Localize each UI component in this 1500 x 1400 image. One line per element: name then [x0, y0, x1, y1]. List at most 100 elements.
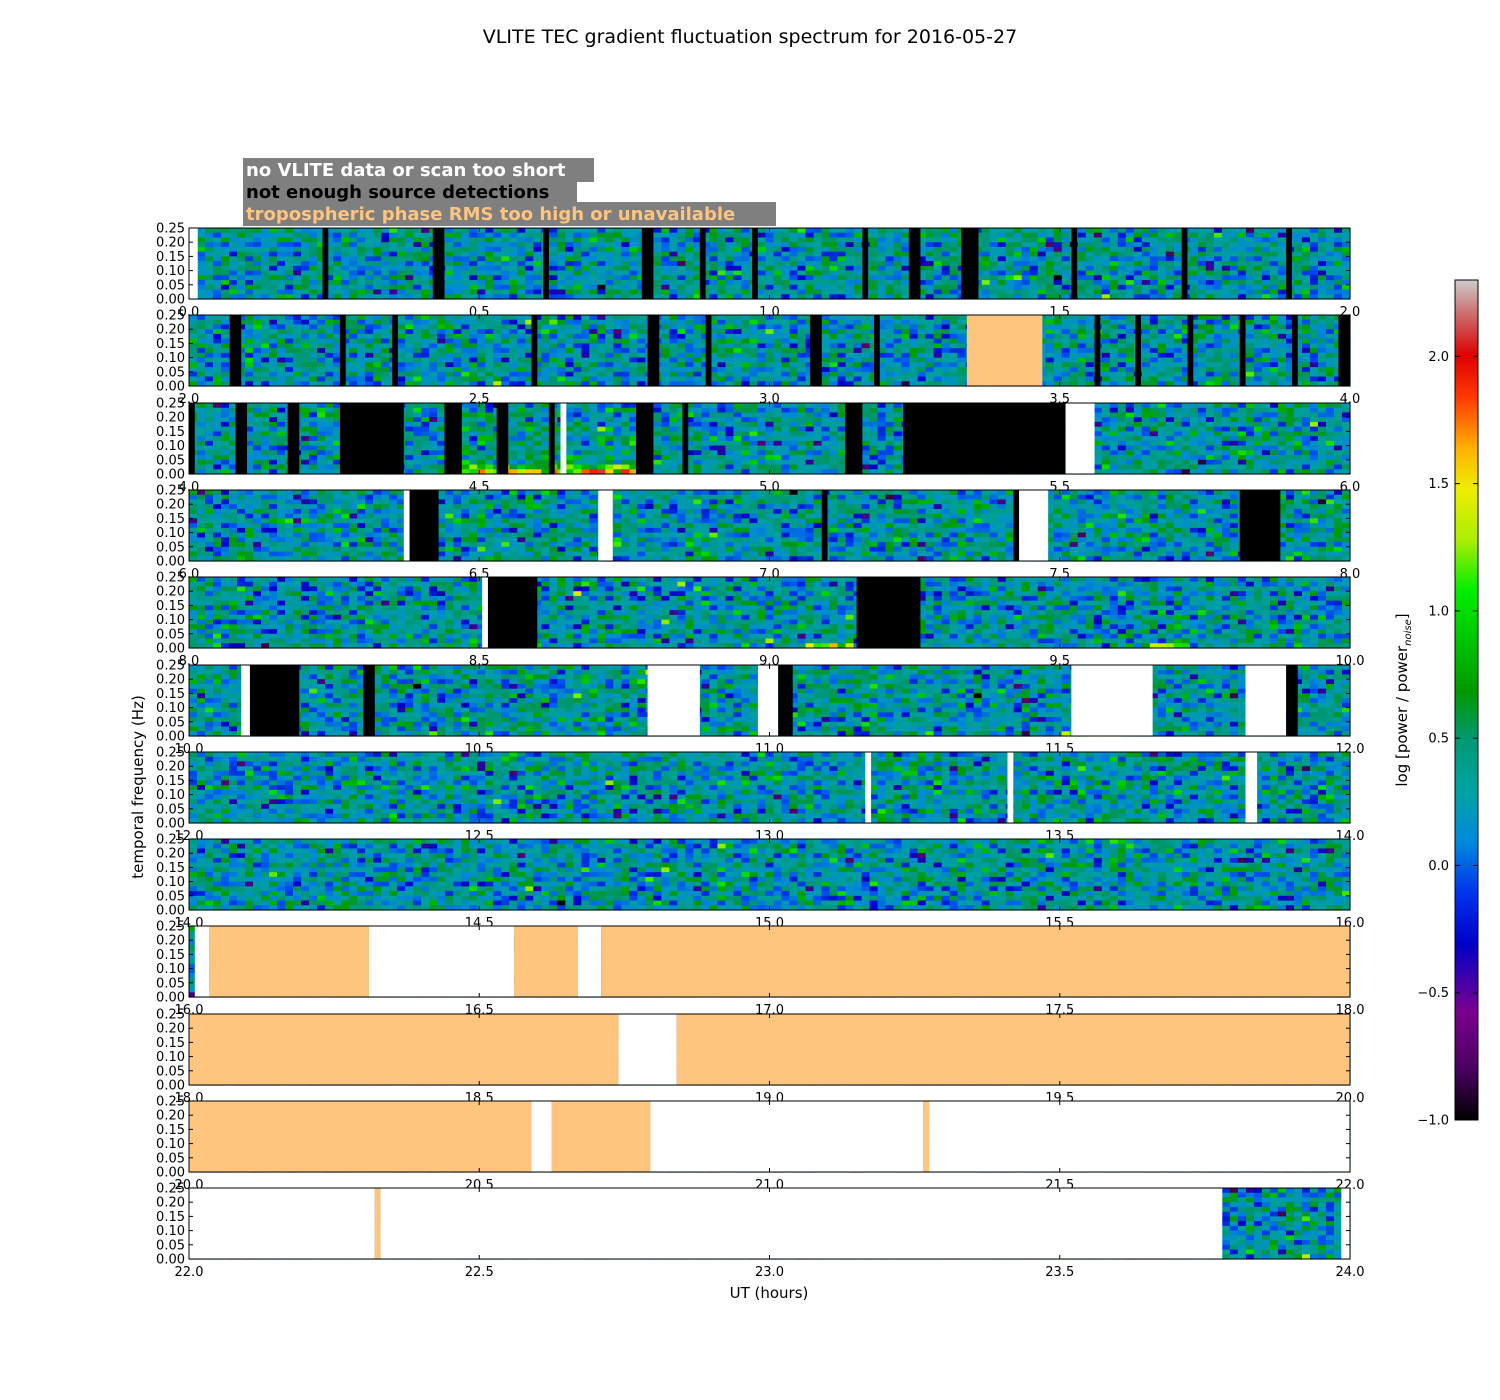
heatmap-cell: [389, 261, 398, 266]
heatmap-cell: [405, 247, 414, 252]
heatmap-cell: [565, 242, 574, 247]
heatmap-cell: [822, 256, 831, 261]
heatmap-cell: [766, 256, 775, 261]
heatmap-cell: [517, 290, 526, 295]
heatmap-cell: [757, 237, 766, 242]
heatmap-cell: [309, 228, 318, 233]
heatmap-cell: [621, 233, 630, 238]
heatmap-cell: [205, 247, 214, 252]
heatmap-cell: [253, 256, 262, 261]
heatmap-cell: [445, 290, 454, 295]
heatmap-cell: [445, 233, 454, 238]
heatmap-cell: [509, 242, 518, 247]
heatmap-cell: [733, 228, 742, 233]
heatmap-cell: [213, 290, 222, 295]
heatmap-cell: [453, 280, 462, 285]
heatmap-cell: [605, 290, 614, 295]
heatmap-cell: [501, 280, 510, 285]
heatmap-cell: [461, 266, 470, 271]
heatmap-cell: [709, 290, 718, 295]
heatmap-cell: [197, 290, 206, 295]
heatmap-cell: [293, 247, 302, 252]
heatmap-cell: [261, 252, 270, 257]
heatmap-cell: [597, 271, 606, 276]
heatmap-cell: [589, 275, 598, 280]
heatmap-cell: [557, 290, 566, 295]
heatmap-cell: [197, 271, 206, 276]
heatmap-cell: [669, 247, 678, 252]
heatmap-cell: [661, 233, 670, 238]
heatmap-cell: [373, 266, 382, 271]
heatmap-cell: [285, 252, 294, 257]
heatmap-cell: [301, 256, 310, 261]
heatmap-cell: [445, 271, 454, 276]
heatmap-cell: [477, 233, 486, 238]
heatmap-cell: [549, 256, 558, 261]
heatmap-cell: [525, 290, 534, 295]
heatmap-cell: [790, 228, 799, 233]
heatmap-cell: [669, 275, 678, 280]
heatmap-cell: [357, 233, 366, 238]
heatmap-cell: [445, 237, 454, 242]
heatmap-cell: [349, 252, 358, 257]
heatmap-cell: [261, 271, 270, 276]
heatmap-cell: [549, 285, 558, 290]
heatmap-cell: [685, 266, 694, 271]
heatmap-cell: [766, 280, 775, 285]
heatmap-cell: [229, 285, 238, 290]
heatmap-cell: [822, 271, 831, 276]
heatmap-cell: [533, 233, 542, 238]
heatmap-cell: [509, 261, 518, 266]
heatmap-cell: [798, 228, 807, 233]
heatmap-cell: [717, 242, 726, 247]
heatmap-cell: [557, 266, 566, 271]
heatmap-cell: [733, 233, 742, 238]
heatmap-cell: [725, 285, 734, 290]
heatmap-cell: [453, 290, 462, 295]
heatmap-cell: [197, 242, 206, 247]
heatmap-cell: [517, 228, 526, 233]
heatmap-cell: [509, 233, 518, 238]
heatmap-cell: [509, 290, 518, 295]
heatmap-cell: [677, 266, 686, 271]
heatmap-cell: [589, 261, 598, 266]
heatmap-cell: [445, 280, 454, 285]
heatmap-cell: [733, 252, 742, 257]
heatmap-cell: [838, 280, 847, 285]
heatmap-cell: [357, 256, 366, 261]
heatmap-cell: [365, 252, 374, 257]
heatmap-cell: [453, 275, 462, 280]
heatmap-cell: [293, 252, 302, 257]
heatmap-cell: [245, 275, 254, 280]
heatmap-cell: [389, 271, 398, 276]
heatmap-cell: [573, 252, 582, 257]
heatmap-cell: [477, 290, 486, 295]
heatmap-cell: [413, 252, 422, 257]
heatmap-cell: [397, 285, 406, 290]
heatmap-cell: [613, 252, 622, 257]
heatmap-cell: [597, 233, 606, 238]
heatmap-cell: [717, 271, 726, 276]
heatmap-cell: [525, 266, 534, 271]
heatmap-cell: [629, 285, 638, 290]
heatmap-cell: [349, 275, 358, 280]
heatmap-cell: [229, 247, 238, 252]
heatmap-cell: [405, 228, 414, 233]
heatmap-cell: [573, 285, 582, 290]
heatmap-cell: [245, 252, 254, 257]
heatmap-cell: [413, 233, 422, 238]
heatmap-cell: [445, 285, 454, 290]
heatmap-cell: [261, 261, 270, 266]
heatmap-cell: [741, 252, 750, 257]
heatmap-cell: [285, 285, 294, 290]
heatmap-cell: [381, 290, 390, 295]
heatmap-cell: [517, 256, 526, 261]
heatmap-cell: [581, 252, 590, 257]
heatmap-cell: [341, 266, 350, 271]
heatmap-cell: [774, 228, 783, 233]
heatmap-cell: [461, 285, 470, 290]
heatmap-cell: [501, 228, 510, 233]
heatmap-cell: [806, 233, 815, 238]
heatmap-cell: [589, 242, 598, 247]
heatmap-cell: [838, 275, 847, 280]
